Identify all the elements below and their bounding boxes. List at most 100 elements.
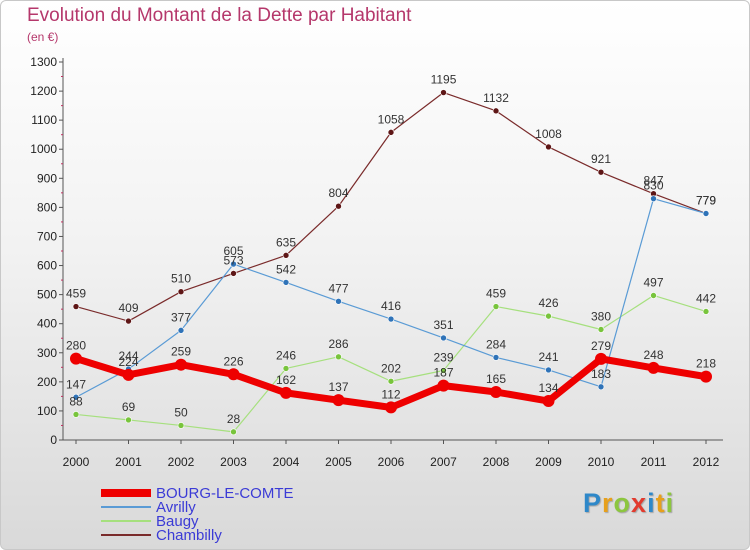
- x-tick-label-2007: 2007: [430, 455, 457, 469]
- data-point-1-11: [650, 195, 657, 202]
- logo-letter-6: i: [665, 488, 675, 518]
- data-point-2-2: [177, 422, 185, 429]
- data-label-2-10: 380: [591, 310, 611, 324]
- data-label-2-0: 88: [69, 394, 83, 408]
- data-point-3-1: [125, 317, 132, 325]
- legend-label-0: BOURG-LE-COMTE: [156, 485, 294, 502]
- y-tick-label-300: 300: [37, 346, 57, 360]
- data-label-3-3: 573: [223, 253, 243, 267]
- x-tick-label-2008: 2008: [483, 455, 510, 469]
- data-label-2-8: 459: [486, 287, 506, 301]
- data-point-0-8: [490, 386, 502, 399]
- data-point-3-10: [597, 168, 605, 176]
- data-label-3-2: 510: [171, 272, 191, 286]
- series-line-3: [75, 91, 707, 322]
- data-label-2-6: 202: [381, 361, 401, 375]
- data-label-3-6: 1058: [378, 112, 405, 126]
- logo-letter-3: x: [631, 488, 648, 518]
- data-point-2-9: [545, 312, 552, 320]
- x-tick-label-2000: 2000: [63, 455, 90, 469]
- data-label-2-1: 69: [122, 400, 136, 414]
- data-label-3-1: 409: [118, 301, 138, 315]
- logo-letter-4: i: [647, 488, 656, 518]
- data-label-3-0: 459: [66, 287, 86, 301]
- data-label-0-12: 218: [696, 357, 716, 371]
- logo-letter-1: r: [602, 488, 614, 518]
- data-point-1-6: [387, 315, 395, 323]
- data-label-2-7: 239: [433, 351, 453, 365]
- x-tick-label-2004: 2004: [273, 455, 300, 469]
- data-point-2-5: [335, 353, 342, 361]
- data-label-3-7: 1195: [431, 73, 457, 87]
- y-tick-label-1300: 1300: [30, 55, 57, 69]
- data-point-1-5: [335, 298, 342, 305]
- x-tick-label-2009: 2009: [535, 455, 562, 469]
- data-point-3-8: [492, 107, 500, 115]
- data-point-1-9: [545, 366, 552, 374]
- data-point-1-10: [597, 383, 605, 391]
- data-label-3-5: 804: [328, 186, 348, 200]
- x-tick-label-2001: 2001: [115, 455, 142, 469]
- data-label-0-7: 187: [433, 366, 453, 380]
- data-point-0-2: [175, 358, 187, 371]
- data-label-1-4: 542: [276, 262, 296, 276]
- data-label-2-3: 28: [227, 412, 241, 426]
- data-point-2-3: [230, 428, 237, 436]
- data-point-3-3: [230, 270, 237, 277]
- data-point-3-9: [545, 143, 552, 151]
- y-tick-label-1000: 1000: [30, 142, 57, 156]
- data-label-3-8: 1132: [483, 91, 509, 105]
- data-point-2-6: [387, 377, 395, 385]
- y-tick-label-200: 200: [37, 375, 57, 389]
- data-label-2-11: 497: [643, 275, 663, 289]
- legend-label-3: Chambilly: [156, 527, 222, 544]
- data-label-1-10: 183: [591, 367, 611, 381]
- data-point-0-6: [385, 401, 397, 414]
- data-label-3-4: 635: [276, 235, 296, 249]
- data-label-0-11: 248: [643, 348, 663, 362]
- data-label-1-3: 605: [223, 244, 243, 258]
- data-label-0-8: 165: [486, 372, 506, 386]
- data-point-1-4: [282, 279, 290, 286]
- x-tick-label-2011: 2011: [641, 455, 667, 469]
- data-point-0-0: [70, 352, 82, 365]
- x-tick-label-2010: 2010: [588, 455, 615, 469]
- data-point-1-0: [72, 393, 80, 401]
- data-point-0-12: [700, 370, 712, 383]
- data-label-0-2: 259: [171, 345, 191, 359]
- legend-swatch-2: [101, 519, 151, 523]
- data-label-0-6: 112: [381, 387, 400, 401]
- data-point-3-4: [282, 252, 290, 259]
- data-label-1-5: 477: [328, 281, 348, 295]
- data-label-1-8: 284: [486, 337, 506, 351]
- data-label-1-7: 351: [433, 318, 453, 332]
- data-label-1-9: 241: [538, 350, 558, 364]
- data-point-0-5: [332, 394, 345, 407]
- data-point-3-2: [177, 288, 185, 296]
- legend-label-1: Avrilly: [156, 499, 196, 516]
- legend-swatch-0: [101, 489, 151, 497]
- data-point-2-8: [492, 303, 500, 310]
- data-point-0-9: [542, 395, 555, 408]
- y-tick-label-1200: 1200: [30, 84, 57, 98]
- data-label-2-12: 442: [696, 291, 716, 305]
- data-point-1-2: [177, 327, 185, 334]
- data-label-0-5: 137: [328, 380, 348, 394]
- data-point-2-0: [72, 411, 80, 418]
- x-tick-label-2002: 2002: [168, 455, 195, 469]
- data-point-1-12: [702, 210, 710, 217]
- data-point-2-10: [597, 326, 605, 333]
- data-label-1-6: 416: [381, 299, 401, 313]
- data-label-3-12: 779: [696, 193, 716, 207]
- chart-title: Evolution du Montant de la Dette par Hab…: [27, 5, 412, 26]
- data-point-0-1: [122, 368, 135, 381]
- legend-swatch-1: [101, 505, 151, 509]
- legend-label-2: Baugy: [156, 513, 199, 530]
- y-tick-label-900: 900: [37, 171, 57, 185]
- x-tick-label-2003: 2003: [220, 455, 247, 469]
- data-point-3-5: [335, 202, 342, 210]
- data-label-2-9: 426: [538, 296, 558, 310]
- y-tick-label-100: 100: [37, 404, 57, 418]
- data-point-1-7: [440, 334, 447, 342]
- data-label-2-4: 246: [276, 348, 296, 362]
